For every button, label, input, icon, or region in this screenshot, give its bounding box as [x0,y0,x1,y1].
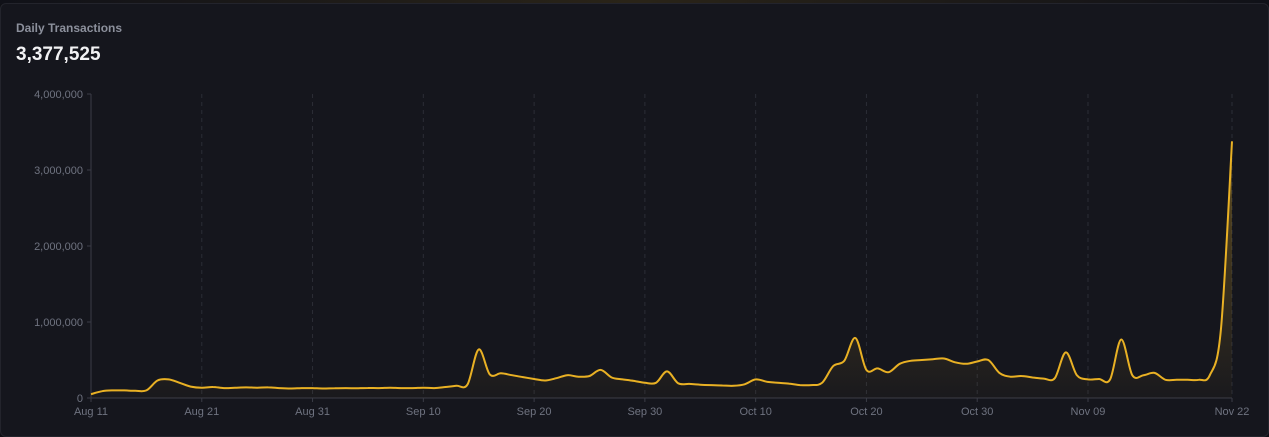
x-tick-label: Sep 20 [517,406,552,418]
x-tick-label: Nov 22 [1215,406,1250,418]
axes [87,93,1233,402]
x-tick-label: Aug 11 [74,406,108,418]
y-tick-label: 1,000,000 [34,317,83,329]
series-line [90,141,1233,396]
y-tick-label: 3,000,000 [34,165,83,177]
grid-lines [201,94,1233,398]
y-tick-label: 0 [77,393,83,405]
x-tick-label: Oct 30 [961,406,993,418]
series-area [91,141,1232,399]
x-tick-label: Sep 30 [627,406,662,418]
x-tick-label: Aug 21 [184,406,219,418]
x-tick-label: Aug 31 [295,406,330,418]
y-tick-label: 4,000,000 [34,89,83,101]
x-tick-label: Sep 10 [406,406,441,418]
y-tick-label: 2,000,000 [34,241,83,253]
chart-card [0,3,1269,437]
chart-title: Daily Transactions [16,21,123,35]
x-tick-label: Oct 10 [739,406,771,418]
current-value: 3,377,525 [16,44,101,65]
x-tick-label: Oct 20 [850,406,882,418]
tick-labels: Aug 11 Aug 21 Aug 31 Sep 10 Sep 20 Sep 30 Oct … [34,89,1249,418]
x-tick-label: Nov 09 [1071,406,1106,418]
top-accent-bar [0,0,1269,4]
